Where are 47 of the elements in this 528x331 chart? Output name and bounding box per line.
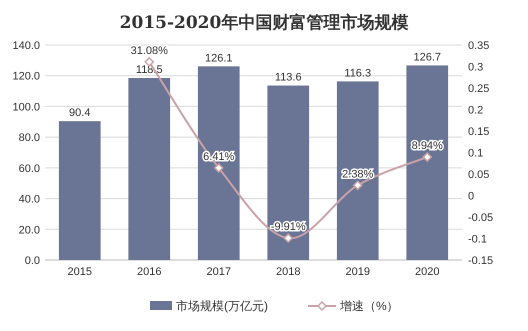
data-label: -9.91% <box>270 221 306 234</box>
y2-tick-label: 0.3 <box>468 62 484 74</box>
data-label: 31.08% <box>130 44 168 57</box>
y-tick-label: 20.0 <box>18 224 40 236</box>
bar <box>198 66 240 260</box>
x-tick-label: 2018 <box>276 266 300 278</box>
bar <box>128 78 170 260</box>
y2-tick-label: 0.1 <box>468 148 484 160</box>
y2-tick-label: 0.35 <box>468 40 490 52</box>
y2-tick-label: 0 <box>468 190 474 202</box>
y2-tick-label: 0.05 <box>468 169 490 181</box>
data-label: 126.7 <box>413 51 442 64</box>
y-tick-label: 100.0 <box>12 101 40 114</box>
x-tick-label: 2016 <box>137 266 162 278</box>
data-label: 113.6 <box>274 72 302 84</box>
y-tick-label: 120.0 <box>12 70 40 83</box>
point <box>422 152 432 162</box>
point <box>284 233 293 243</box>
x-tick-label: 2017 <box>206 266 231 278</box>
y2-tick-label: -0.1 <box>468 234 487 246</box>
legend-label: 增速（%） <box>339 299 399 313</box>
y-tick-label: 0.0 <box>24 255 40 267</box>
y-tick-label: 140.0 <box>12 40 40 52</box>
data-label: 2.38% <box>342 168 374 180</box>
data-label: 126.1 <box>204 52 233 64</box>
y-tick-label: 40.0 <box>18 194 40 206</box>
bar <box>58 121 101 260</box>
y-tick-label: 60.0 <box>18 162 40 175</box>
point <box>353 180 362 190</box>
legend-label: 市场规模(万亿元) <box>176 299 268 313</box>
data-label: 116.3 <box>344 67 372 80</box>
x-tick-label: 2015 <box>68 266 92 278</box>
data-label: 90.4 <box>69 107 90 120</box>
x-tick-label: 2019 <box>346 266 370 278</box>
point <box>214 163 224 173</box>
bar <box>267 86 310 260</box>
y2-tick-label: 0.25 <box>468 83 490 95</box>
y2-tick-label: 0.2 <box>468 104 484 116</box>
data-label: 8.94% <box>412 140 444 152</box>
x-tick-label: 2020 <box>415 266 440 278</box>
bar <box>406 65 448 260</box>
y2-tick-label: -0.05 <box>468 212 494 224</box>
y-tick-label: 80.0 <box>18 132 40 144</box>
y2-tick-label: 0.15 <box>468 126 490 138</box>
bar <box>336 81 379 260</box>
chart-title: 2015-2020年中国财富管理市场规模 <box>120 13 408 33</box>
y2-tick-label: -0.15 <box>468 255 494 267</box>
